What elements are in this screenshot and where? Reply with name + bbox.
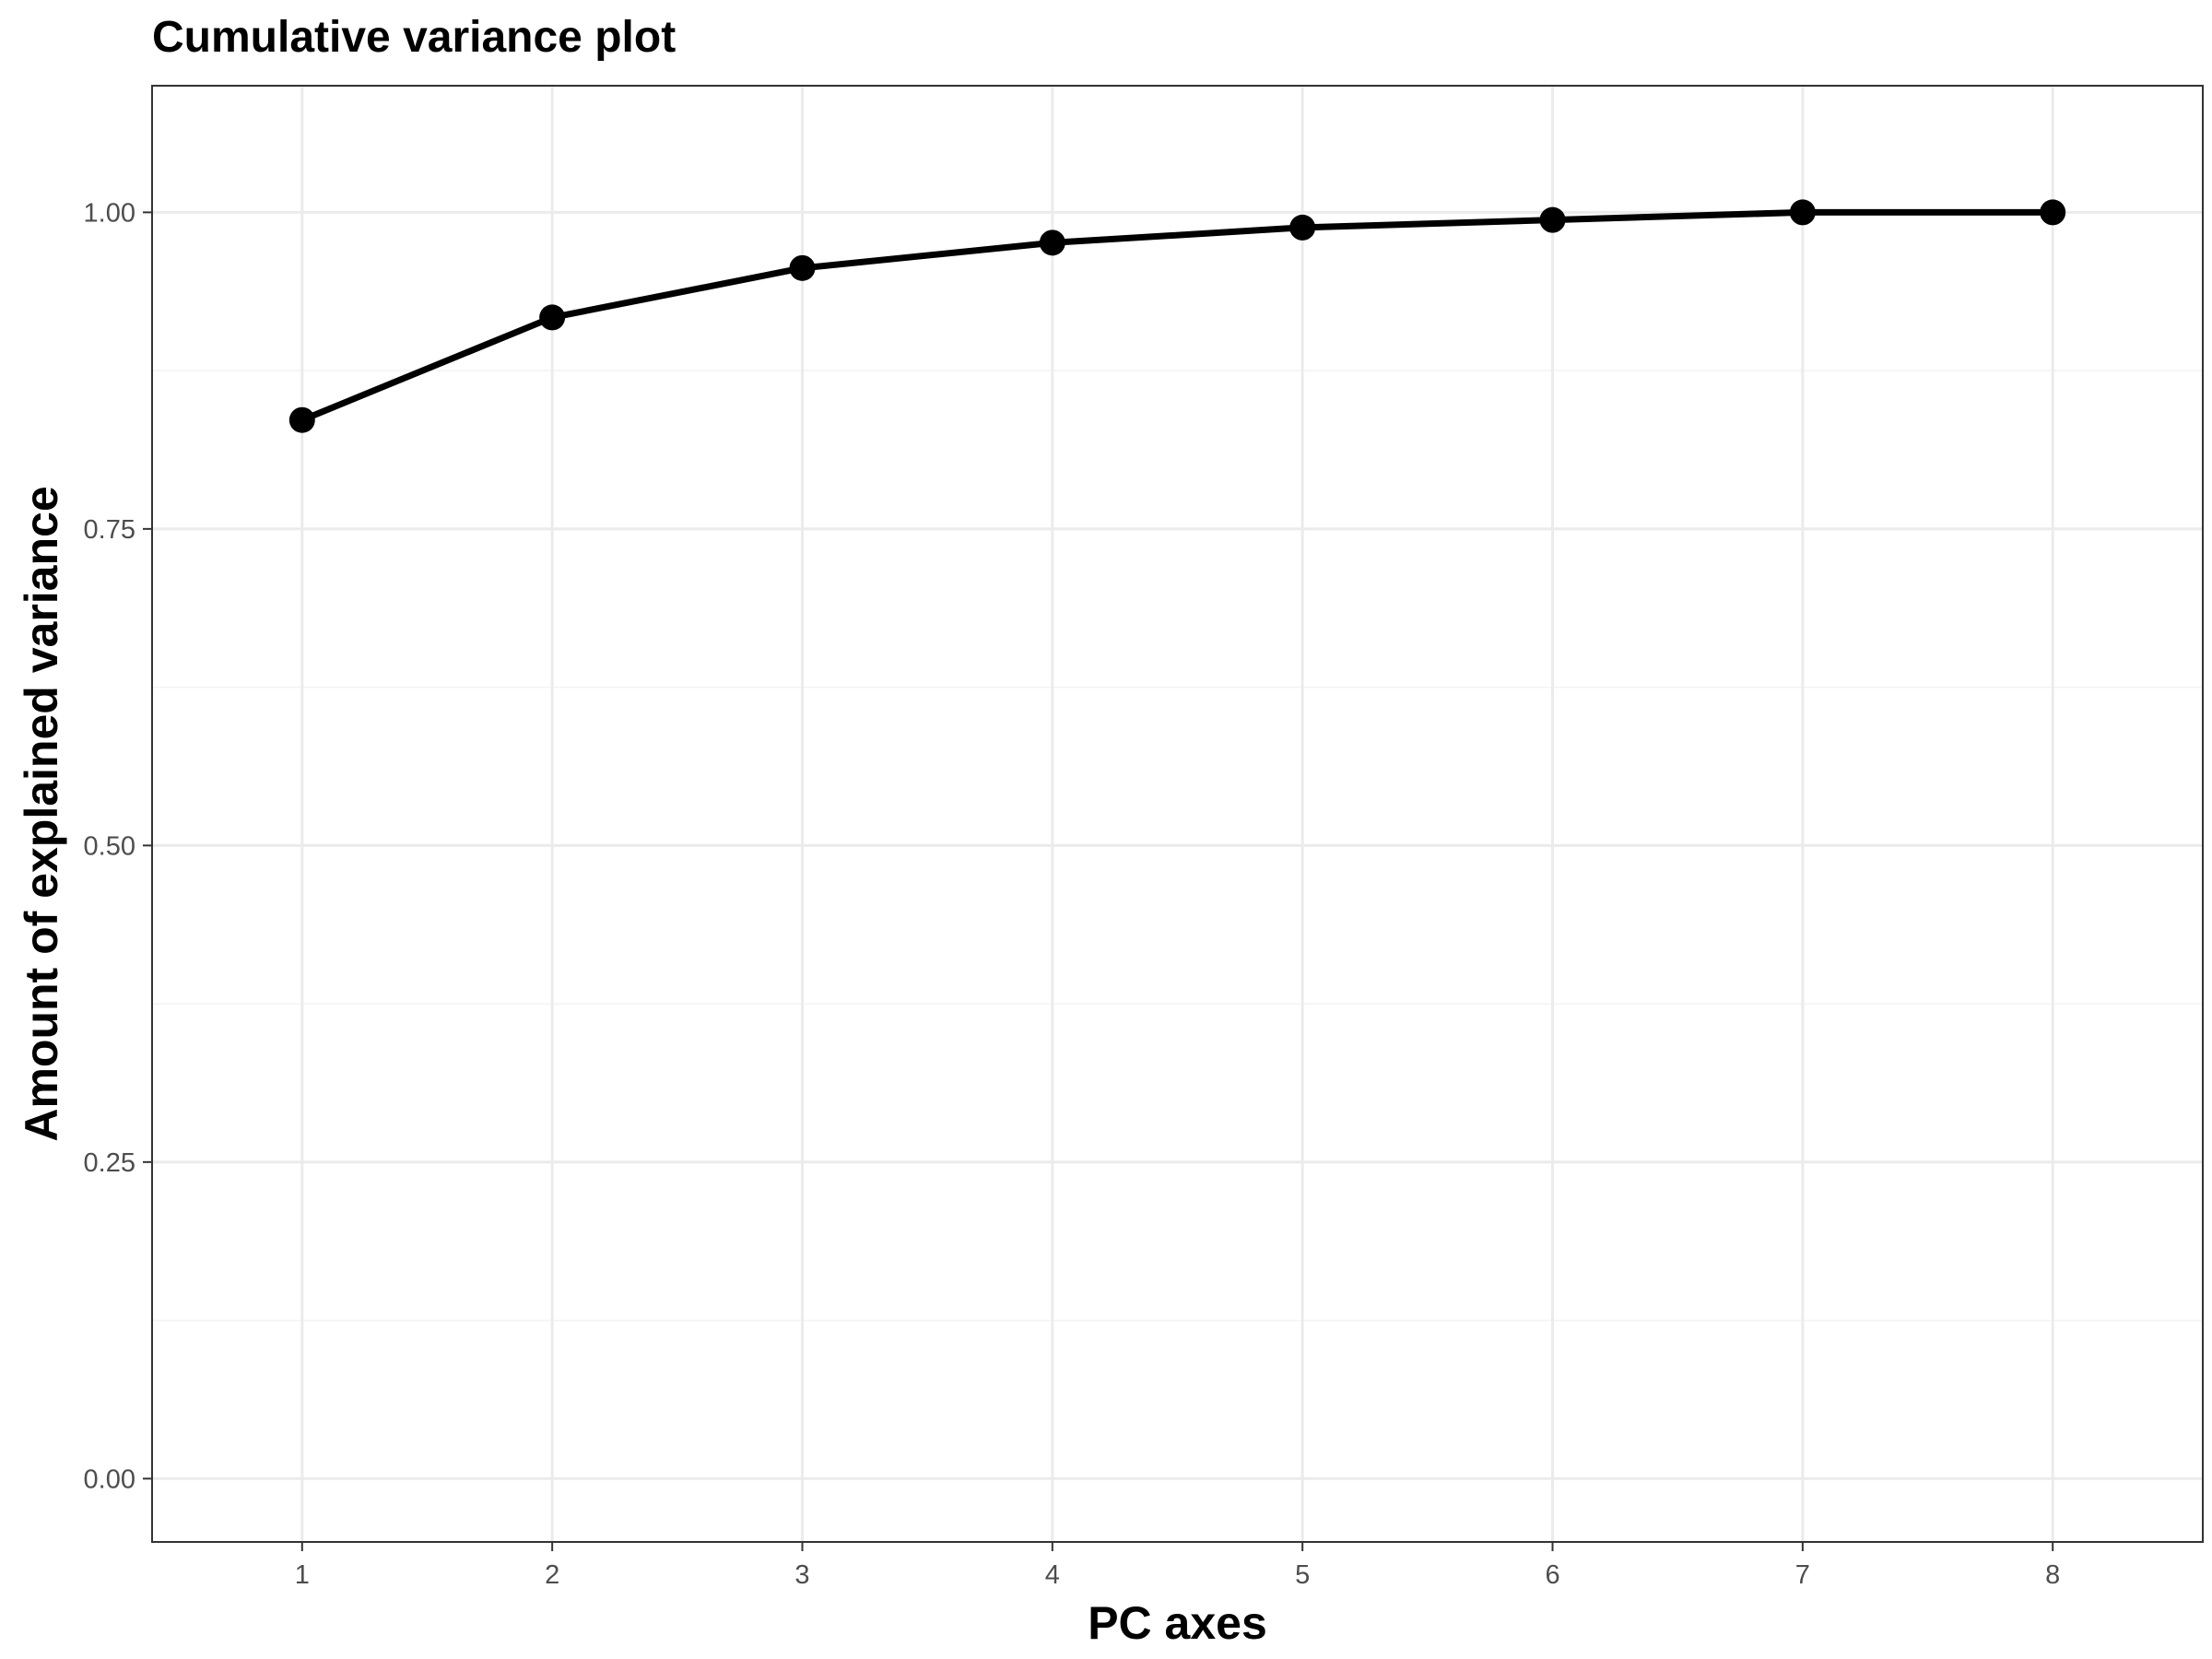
data-point — [539, 304, 566, 331]
data-point — [1039, 229, 1065, 256]
x-tick-label: 7 — [1795, 1560, 1810, 1590]
data-point — [2040, 199, 2066, 226]
x-tick-label: 6 — [1545, 1560, 1559, 1590]
data-point — [288, 406, 315, 433]
y-tick-label: 0.25 — [84, 1148, 135, 1178]
data-point — [1539, 206, 1566, 233]
series-layer — [288, 199, 2066, 433]
axis-layer: 0.00 0.25 0.50 0.75 1.00 1 2 3 4 5 6 7 8 — [84, 198, 2061, 1590]
y-tick-label: 0.00 — [84, 1465, 135, 1494]
x-tick-label: 1 — [295, 1560, 310, 1590]
y-tick-label: 1.00 — [84, 198, 135, 228]
chart-title: Cumulative variance plot — [152, 13, 676, 62]
data-point — [1789, 199, 1816, 226]
y-tick-label: 0.50 — [84, 831, 135, 861]
x-tick-label: 3 — [794, 1560, 809, 1590]
y-tick-label: 0.75 — [84, 515, 135, 545]
data-point — [789, 254, 816, 281]
panel-border — [151, 85, 2204, 1543]
y-axis-title: Amount of explained variance — [16, 486, 67, 1141]
x-tick-label: 5 — [1295, 1560, 1310, 1590]
x-tick-label: 4 — [1045, 1560, 1060, 1590]
x-axis-title: PC axes — [1088, 1597, 1267, 1649]
data-point — [1289, 214, 1316, 241]
series-line — [299, 208, 2056, 424]
x-tick-label: 8 — [2045, 1560, 2060, 1590]
x-tick-label: 2 — [545, 1560, 559, 1590]
